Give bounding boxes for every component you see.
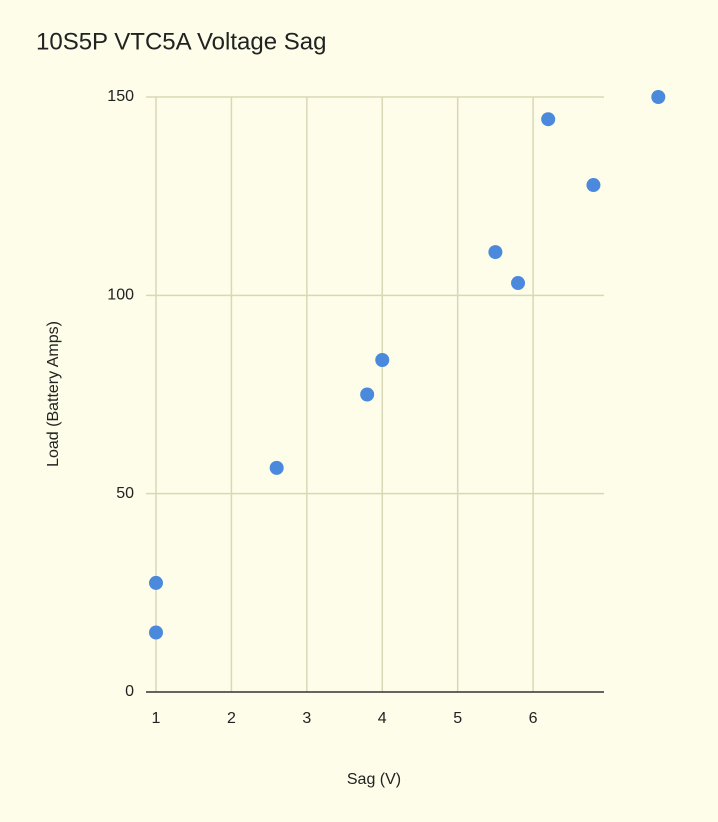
x-axis-label: Sag (V) (347, 771, 401, 788)
x-tick-label: 6 (529, 710, 538, 727)
y-axis-label: Load (Battery Amps) (45, 321, 62, 467)
marks (149, 90, 666, 640)
point (149, 625, 163, 640)
grid (146, 96, 604, 693)
x-tick-label: 3 (302, 710, 311, 727)
point (375, 352, 390, 367)
point (149, 575, 163, 590)
chart-title: 10S5P VTC5A Voltage Sag (36, 28, 326, 55)
x-tick-label: 5 (453, 710, 462, 727)
y-tick-label: 50 (116, 485, 134, 502)
point (269, 460, 284, 475)
y-tick-label: 0 (125, 683, 134, 700)
x-tick-label: 4 (378, 710, 387, 727)
x-tick-label: 2 (227, 710, 236, 727)
point (360, 387, 375, 402)
point (586, 178, 601, 193)
point (651, 90, 666, 104)
y-tick-label: 100 (107, 287, 134, 304)
x-tick-label: 1 (152, 710, 161, 727)
point (488, 245, 503, 260)
y-tick-label: 150 (107, 88, 134, 105)
point (511, 276, 526, 291)
point (541, 112, 556, 127)
